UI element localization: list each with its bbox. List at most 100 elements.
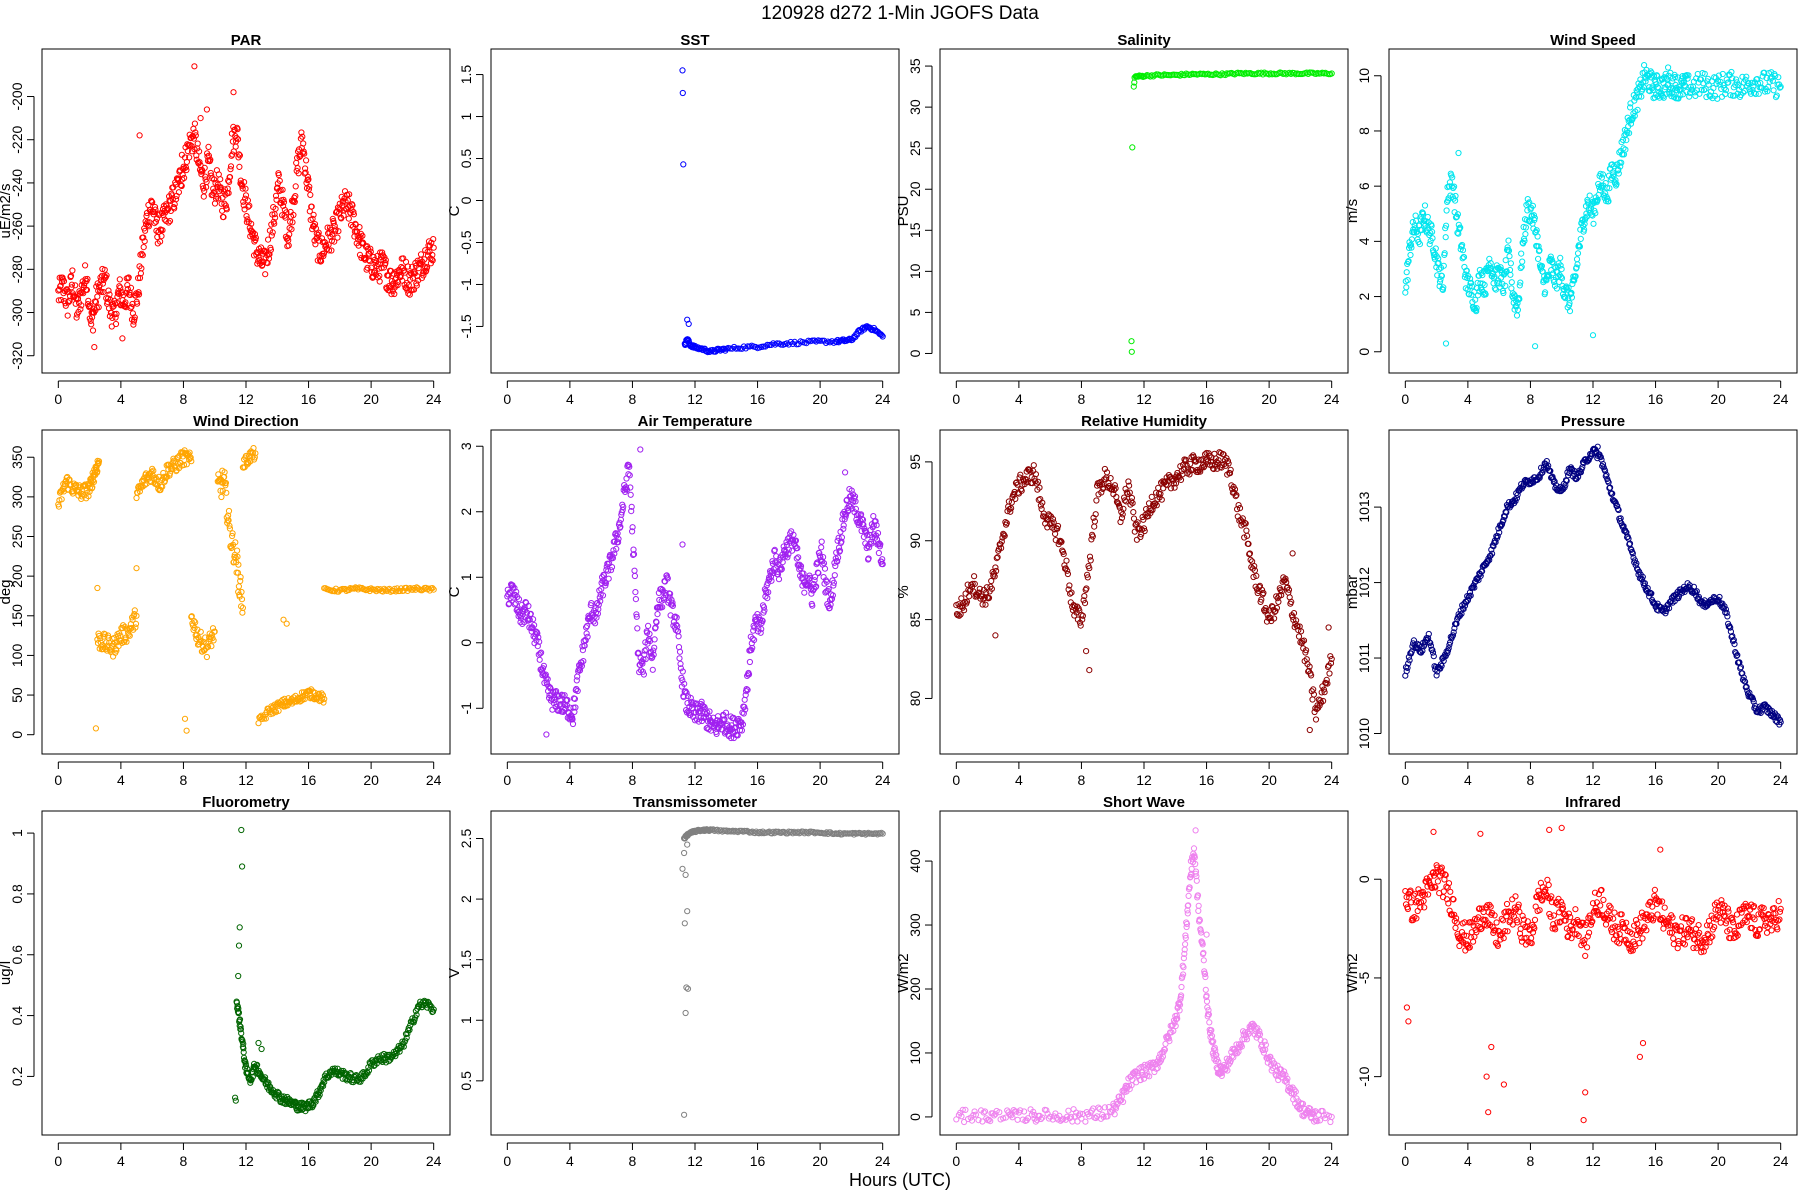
- y-tick-label: 2: [1356, 292, 1372, 300]
- data-point: [238, 588, 245, 596]
- data-point: [1558, 275, 1566, 282]
- data-point: [876, 540, 883, 547]
- data-point: [741, 703, 748, 711]
- data-point: [298, 129, 305, 136]
- data-point: [1769, 77, 1777, 84]
- data-point: [404, 263, 411, 270]
- x-tick-label: 8: [1527, 391, 1535, 407]
- data-point: [633, 613, 640, 620]
- data-point: [1764, 88, 1771, 95]
- data-point: [659, 604, 666, 611]
- data-point: [120, 622, 127, 629]
- data-point: [628, 503, 635, 510]
- data-point: [864, 532, 871, 539]
- data-point: [325, 247, 333, 254]
- data-point: [126, 632, 133, 639]
- data-point: [1426, 241, 1433, 248]
- data-point: [780, 543, 787, 550]
- data-point: [1777, 83, 1784, 90]
- data-point: [428, 239, 435, 246]
- data-point: [749, 644, 756, 652]
- plot-frame: [490, 810, 900, 1136]
- data-point: [135, 275, 142, 282]
- data-point: [676, 655, 683, 662]
- data-point: [539, 672, 546, 679]
- x-tick-label: 0: [503, 772, 511, 788]
- y-tick-label: 5: [907, 308, 923, 316]
- data-point: [527, 610, 534, 618]
- data-point: [818, 538, 825, 545]
- data-point: [1489, 550, 1496, 557]
- data-point: [1087, 557, 1094, 564]
- data-point: [234, 569, 242, 576]
- data-point: [266, 251, 273, 258]
- data-point: [806, 572, 813, 579]
- data-point: [1615, 170, 1622, 177]
- x-tick-label: 16: [750, 391, 766, 407]
- data-point: [1128, 498, 1135, 505]
- data-point: [1634, 106, 1641, 114]
- data-point: [203, 106, 210, 113]
- data-point: [664, 575, 671, 582]
- data-point: [1740, 89, 1747, 96]
- data-point: [1005, 498, 1013, 505]
- data-point: [1428, 222, 1435, 229]
- data-point: [187, 454, 194, 461]
- data-point: [242, 192, 250, 199]
- data-point: [679, 67, 686, 74]
- y-tick-label: -240: [9, 169, 25, 197]
- x-tick-label: 12: [687, 772, 703, 788]
- data-point: [1408, 244, 1415, 251]
- data-point: [191, 120, 198, 127]
- data-point: [246, 224, 253, 231]
- data-point: [1729, 75, 1736, 82]
- data-point: [808, 590, 815, 597]
- data-point: [1474, 292, 1482, 299]
- data-point: [640, 671, 648, 678]
- data-point: [272, 708, 279, 715]
- data-point: [188, 458, 195, 465]
- data-point: [232, 539, 239, 546]
- data-point: [279, 186, 286, 193]
- data-point: [1438, 662, 1445, 670]
- data-point: [685, 337, 692, 344]
- x-tick-label: 8: [180, 391, 188, 407]
- data-point: [768, 577, 775, 584]
- data-point: [1466, 283, 1473, 290]
- data-point: [1437, 276, 1444, 283]
- data-point: [88, 321, 95, 328]
- data-point: [1467, 279, 1475, 286]
- data-point: [1700, 86, 1708, 94]
- data-point: [280, 199, 288, 206]
- data-point: [874, 530, 882, 537]
- x-tick-label: 0: [1401, 772, 1409, 788]
- data-point: [1192, 458, 1199, 465]
- data-point: [320, 1083, 327, 1090]
- data-point: [879, 333, 886, 340]
- data-point: [1531, 214, 1538, 222]
- data-point: [202, 173, 209, 180]
- data-point: [222, 202, 229, 209]
- data-point: [1692, 589, 1699, 596]
- data-point: [676, 648, 684, 655]
- data-point: [226, 174, 234, 181]
- data-point: [1467, 592, 1474, 599]
- data-point: [792, 537, 800, 544]
- data-point: [225, 190, 232, 197]
- data-point: [516, 611, 524, 619]
- series-points: [1128, 69, 1335, 355]
- data-point: [751, 636, 758, 644]
- data-point: [1729, 638, 1737, 645]
- data-point: [187, 142, 194, 149]
- y-tick-label: -0.5: [458, 230, 474, 254]
- data-point: [235, 942, 243, 949]
- data-point: [1452, 192, 1459, 200]
- data-point: [1498, 522, 1505, 529]
- data-point: [272, 192, 280, 199]
- data-point: [92, 299, 100, 306]
- data-point: [331, 222, 338, 230]
- y-axis-title: m/s: [1344, 199, 1361, 223]
- data-point: [785, 546, 792, 553]
- data-point: [605, 575, 612, 582]
